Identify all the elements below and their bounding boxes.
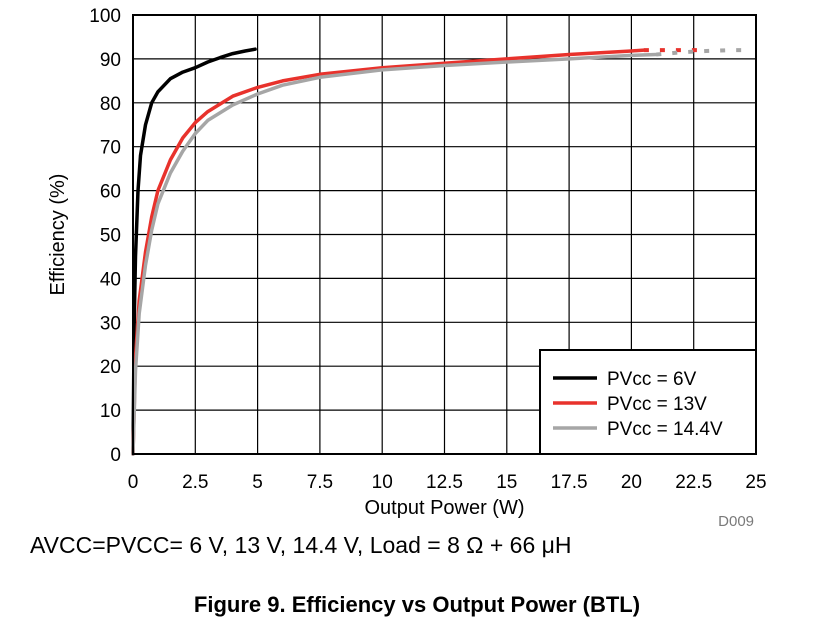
y-axis-label: Efficiency (%) [47,174,69,296]
y-tick-label: 0 [110,445,121,466]
x-tick-label: 15 [496,472,517,493]
legend: PVcc = 6V PVcc = 13V PVcc = 14.4V [539,349,757,455]
x-tick-label: 7.5 [307,472,333,493]
y-tick-label: 50 [100,226,121,247]
y-tick-label: 30 [100,313,121,334]
x-tick-label: 10 [372,472,393,493]
series-1-line [131,48,646,456]
efficiency-chart: 0 2.5 5 7.5 10 12.5 15 17.5 20 22.5 25 0 10 20 30 40 50… [47,6,767,530]
y-tick-label: 80 [100,94,121,115]
x-tick-label: 22.5 [675,472,712,493]
x-tick-label: 20 [621,472,642,493]
legend-label-0: PVcc = 6V [607,369,697,390]
x-tick-label: 17.5 [551,472,588,493]
y-tick-label: 40 [100,269,121,290]
x-tick-label: 2.5 [182,472,208,493]
x-tick-label: 0 [128,472,139,493]
y-tick-label: 60 [100,182,121,203]
y-tick-label: 70 [100,138,121,159]
x-tick-label: 5 [252,472,263,493]
legend-label-2: PVcc = 14.4V [607,419,723,440]
series-2-line [131,52,659,456]
y-tick-label: 10 [100,401,121,422]
legend-label-1: PVcc = 13V [607,394,707,415]
y-tick-label: 90 [100,50,121,71]
x-axis-label: Output Power (W) [364,497,524,519]
test-condition-text: AVCC=PVCC= 6 V, 13 V, 14.4 V, Load = 8 Ω… [30,532,572,558]
series-2-dotted-extension [656,48,751,57]
figure-caption: Figure 9. Efficiency vs Output Power (BT… [193,592,641,617]
series-0-line [131,47,257,456]
y-tick-label: 100 [89,6,121,27]
x-tick-label: 12.5 [426,472,463,493]
x-tick-label: 25 [745,472,766,493]
plot-frame [132,14,757,455]
y-tick-label: 20 [100,357,121,378]
figure-code: D009 [718,513,754,530]
series-layer [131,47,751,456]
x-tick-labels: 0 2.5 5 7.5 10 12.5 15 17.5 20 22.5 25 [128,472,767,493]
y-tick-labels: 0 10 20 30 40 50 60 70 80 90 100 [89,6,121,466]
